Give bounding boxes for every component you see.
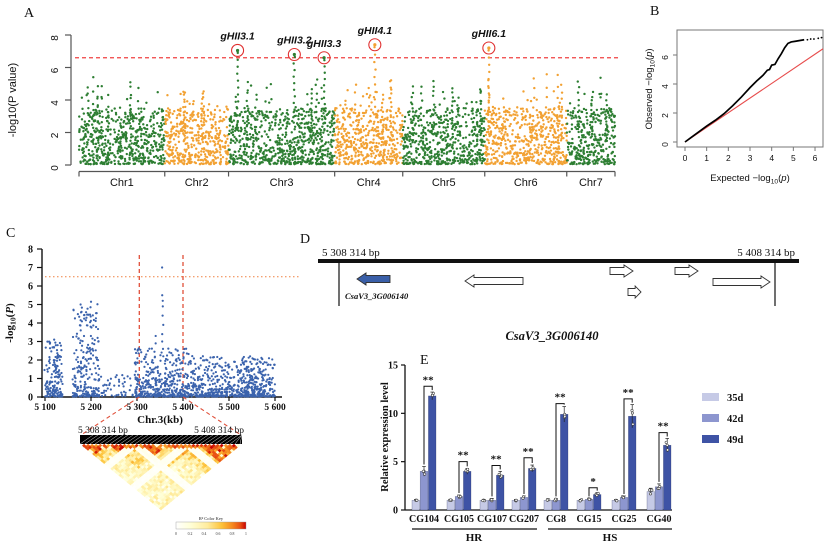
svg-text:2: 2 [726, 153, 731, 163]
svg-text:1: 1 [28, 374, 33, 385]
svg-text:gHII3.3: gHII3.3 [306, 38, 342, 50]
svg-text:6: 6 [50, 67, 61, 73]
panel-e-gene-title: CsaV3_3G006140 [505, 329, 599, 343]
svg-text:6: 6 [813, 153, 818, 163]
svg-text:2: 2 [28, 356, 33, 367]
svg-text:5 500: 5 500 [218, 403, 240, 413]
svg-text:-log10(P value): -log10(P value) [7, 63, 19, 137]
panel-c-label: C [6, 226, 16, 241]
svg-text:2: 2 [660, 113, 670, 118]
svg-text:Chr.3(kb): Chr.3(kb) [137, 414, 183, 426]
svg-text:4: 4 [660, 84, 670, 89]
panel-b-label: B [650, 4, 660, 19]
svg-text:5 400: 5 400 [172, 403, 194, 413]
panel-e-label: E [420, 353, 429, 368]
svg-text:Chr6: Chr6 [514, 177, 538, 189]
svg-text:8: 8 [50, 35, 61, 41]
svg-text:6: 6 [28, 282, 33, 293]
svg-text:0: 0 [28, 393, 33, 404]
svg-text:0: 0 [660, 142, 670, 147]
svg-text:5: 5 [28, 300, 33, 311]
svg-text:7: 7 [28, 263, 33, 274]
svg-text:4: 4 [28, 319, 33, 330]
svg-text:gHII4.1: gHII4.1 [357, 25, 393, 37]
svg-text:Chr7: Chr7 [579, 177, 603, 189]
svg-text:2: 2 [50, 132, 61, 138]
svg-text:5 300: 5 300 [126, 403, 148, 413]
svg-text:5 200: 5 200 [80, 403, 102, 413]
svg-text:Chr4: Chr4 [357, 177, 381, 189]
svg-text:0: 0 [683, 153, 688, 163]
svg-text:Observed −log10(p): Observed −log10(p) [644, 48, 657, 129]
svg-text:5: 5 [791, 153, 796, 163]
panel-d-label: D [300, 232, 311, 247]
svg-text:3: 3 [28, 337, 33, 348]
svg-text:1: 1 [704, 153, 709, 163]
svg-text:gHII6.1: gHII6.1 [471, 28, 507, 40]
svg-text:Chr1: Chr1 [110, 177, 134, 189]
svg-text:5 100: 5 100 [34, 403, 56, 413]
svg-text:gHII3.2: gHII3.2 [276, 35, 312, 47]
panel-a-manhattan-plot: 0 2 4 6 8 -log10(P value) gHII3.1 gHII3.2gHII3.… [7, 25, 620, 189]
svg-text:-log10(P): -log10(P) [4, 303, 18, 343]
svg-text:3: 3 [748, 153, 753, 163]
svg-text:4: 4 [50, 100, 61, 106]
svg-text:gHII3.1: gHII3.1 [219, 30, 255, 42]
svg-text:Chr3: Chr3 [270, 177, 294, 189]
svg-text:Expected −log10(p): Expected −log10(p) [710, 173, 790, 186]
panel-a-label: A [24, 6, 35, 21]
svg-text:6: 6 [660, 55, 670, 60]
svg-text:4: 4 [769, 153, 774, 163]
svg-text:5 600: 5 600 [264, 403, 286, 413]
panel-b-qq-plot: 0 1 2 3 4 5 6 0 2 4 6 Expected −log10(p) Observed −l… [644, 29, 824, 186]
svg-text:Chr5: Chr5 [432, 177, 456, 189]
svg-text:0: 0 [50, 165, 61, 171]
panel-c-regional-plot-ld-heatmap: 0 1 2 3 4 5 6 7 8 -log10(P) 5 100 5 200 5 300 5 400 5 … [4, 245, 300, 536]
svg-text:Chr2: Chr2 [185, 177, 209, 189]
svg-text:8: 8 [28, 245, 33, 256]
